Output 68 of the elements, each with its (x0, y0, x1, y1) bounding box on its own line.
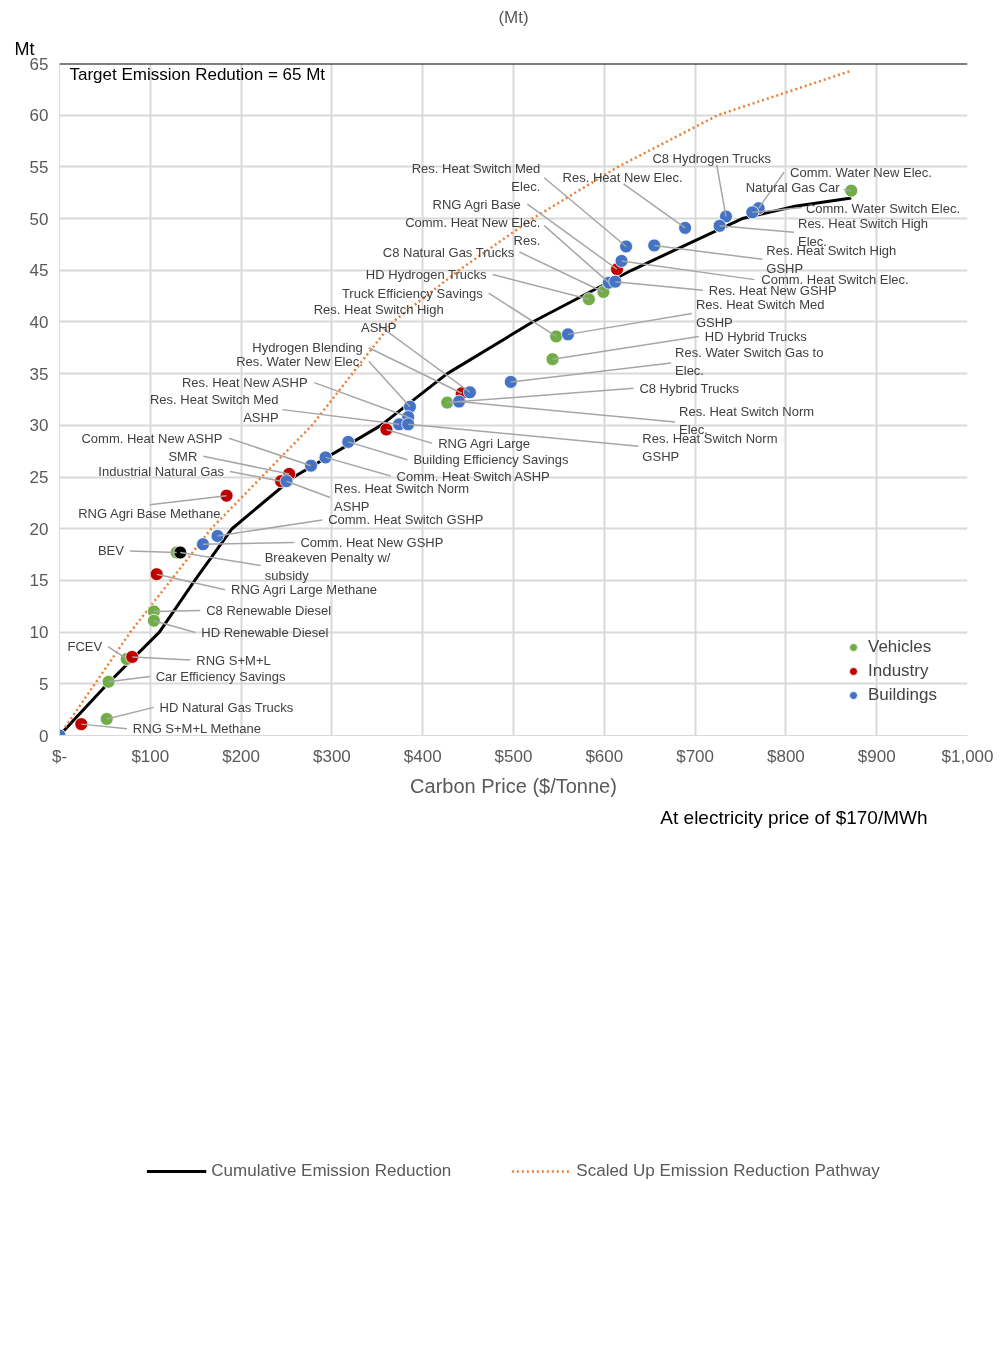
y-tick-label: 30 (29, 416, 49, 436)
annotation: Comm. Water New Elec. (790, 164, 932, 180)
annotation: Res. Heat New ASHP (181, 375, 308, 391)
annotation: Comm. Heat New ASHP (81, 430, 223, 446)
x-tick-label: $500 (494, 746, 533, 766)
legend-label: Cumulative Emission Reduction (211, 1161, 452, 1182)
x-tick-label: $700 (676, 746, 715, 766)
annotation: HD Renewable Diesel (201, 625, 329, 641)
annotation: Truck Efficiency Savings (341, 285, 484, 301)
annotation: Res. Water Switch Gas to Elec. (675, 345, 824, 379)
annotation: RNG Agri Large Methane (230, 582, 377, 598)
annotation: HD Hybrid Trucks (704, 328, 808, 344)
annotation: C8 Hybrid Trucks (639, 380, 740, 396)
y-tick-label: 60 (29, 106, 49, 126)
y-tick-label: 25 (29, 468, 49, 488)
annotation: Comm. Water Switch Elec. (805, 201, 961, 217)
y-tick-label: 5 (39, 674, 49, 694)
x-tick-label: $300 (312, 746, 351, 766)
x-tick-label: $200 (222, 746, 261, 766)
legend-label: Scaled Up Emission Reduction Pathway (576, 1161, 880, 1182)
y-tick-label: 10 (29, 623, 49, 643)
ref-line-label: Target Emission Redution = 65 Mt (69, 64, 326, 84)
annotation: Breakeven Penalty w/ subsidy (264, 549, 391, 583)
x-tick-label: $800 (766, 746, 805, 766)
annotation: Res. Heat New Elec. (562, 170, 683, 186)
y-tick-label: 15 (29, 571, 49, 591)
y-tick-label: 45 (29, 261, 49, 281)
annotation: Comm. Heat Switch GSHP (328, 512, 484, 528)
annotation: HD Natural Gas Trucks (159, 699, 294, 715)
annotation: C8 Renewable Diesel (206, 603, 332, 619)
annotation: RNG S+M+L (196, 652, 271, 668)
x-tick-label: $1,000 (941, 746, 994, 766)
y-tick-label: 0 (39, 726, 49, 746)
y-tick-label: 55 (29, 157, 49, 177)
annotation: FCEV (67, 639, 103, 655)
annotation: Res. Heat Switch Med Elec. (411, 161, 541, 195)
annotation: RNG Agri Base (432, 196, 521, 212)
annotation: Natural Gas Car (745, 179, 841, 195)
annotation: Res. Heat Switch Med ASHP (149, 392, 279, 426)
annotation: C8 Natural Gas Trucks (382, 244, 515, 260)
annotation: Industrial Natural Gas (98, 464, 225, 480)
annotation: RNG S+M+L Methane (132, 721, 261, 737)
legend-label: Industry (868, 661, 929, 681)
legend-label: Buildings (868, 685, 937, 705)
annotation: HD Hydrogen Trucks (365, 267, 487, 283)
x-tick-label: $400 (403, 746, 442, 766)
annotation: Car Efficiency Savings (155, 668, 286, 684)
annotation: Comm. Heat New GSHP (300, 534, 444, 550)
text: At electricity price of $170/MWh (660, 806, 928, 828)
annotation: SMR (168, 448, 198, 464)
x-tick-label: $- (51, 746, 68, 766)
chart-title: (Mt) (498, 7, 529, 27)
annotation: BEV (97, 543, 125, 559)
y-tick-label: 35 (29, 364, 49, 384)
y-tick-label: 20 (29, 519, 49, 539)
annotation: RNG Agri Large (438, 435, 530, 451)
legend-label: Vehicles (868, 637, 932, 657)
annotation: Res. Heat Switch Med GSHP (695, 296, 825, 330)
y-tick-label: 40 (29, 312, 49, 332)
x-tick-label: $900 (857, 746, 896, 766)
x-tick-label: $100 (131, 746, 170, 766)
annotation: RNG Agri Base Methane (78, 506, 221, 522)
annotation: Hydrogen Blending (252, 340, 363, 356)
x-axis-title: Carbon Price ($/Tonne) (410, 774, 617, 797)
x-tick-label: $600 (585, 746, 624, 766)
annotation: C8 Hydrogen Trucks (652, 151, 772, 167)
y-tick-label: 50 (29, 209, 49, 229)
annotation: Building Efficiency Savings (413, 452, 570, 468)
